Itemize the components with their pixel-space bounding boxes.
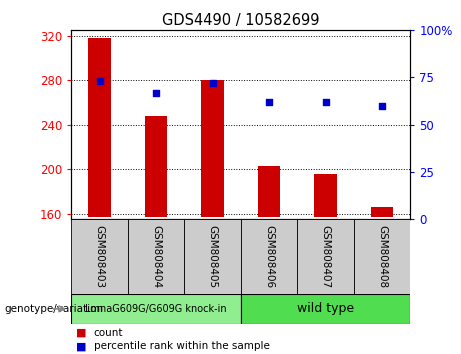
Bar [241, 219, 297, 294]
Text: ■: ■ [76, 342, 87, 352]
Bar [354, 219, 410, 294]
Point [322, 99, 329, 105]
Bar [297, 219, 354, 294]
Text: percentile rank within the sample: percentile rank within the sample [94, 342, 270, 352]
Bar [258, 166, 280, 217]
Bar [201, 80, 224, 217]
Bar [89, 38, 111, 217]
Bar [184, 219, 241, 294]
Title: GDS4490 / 10582699: GDS4490 / 10582699 [162, 12, 319, 28]
Point [153, 90, 160, 96]
Point [96, 78, 103, 84]
Text: genotype/variation: genotype/variation [5, 304, 104, 314]
Text: GSM808405: GSM808405 [207, 225, 218, 288]
Bar [371, 207, 393, 217]
Bar [145, 116, 167, 217]
Text: GSM808407: GSM808407 [320, 225, 331, 288]
Bar [71, 219, 128, 294]
Bar [241, 294, 410, 324]
Text: wild type: wild type [297, 302, 354, 315]
Text: GSM808403: GSM808403 [95, 225, 105, 288]
Text: GSM808408: GSM808408 [377, 225, 387, 288]
Text: GSM808406: GSM808406 [264, 225, 274, 288]
Point [378, 103, 386, 109]
Point [266, 99, 273, 105]
Text: LmnaG609G/G609G knock-in: LmnaG609G/G609G knock-in [85, 304, 227, 314]
Point [209, 80, 216, 86]
Text: GSM808404: GSM808404 [151, 225, 161, 288]
Bar [128, 219, 184, 294]
Text: ■: ■ [76, 328, 87, 338]
Bar [314, 174, 337, 217]
Text: count: count [94, 328, 123, 338]
Bar [71, 294, 241, 324]
